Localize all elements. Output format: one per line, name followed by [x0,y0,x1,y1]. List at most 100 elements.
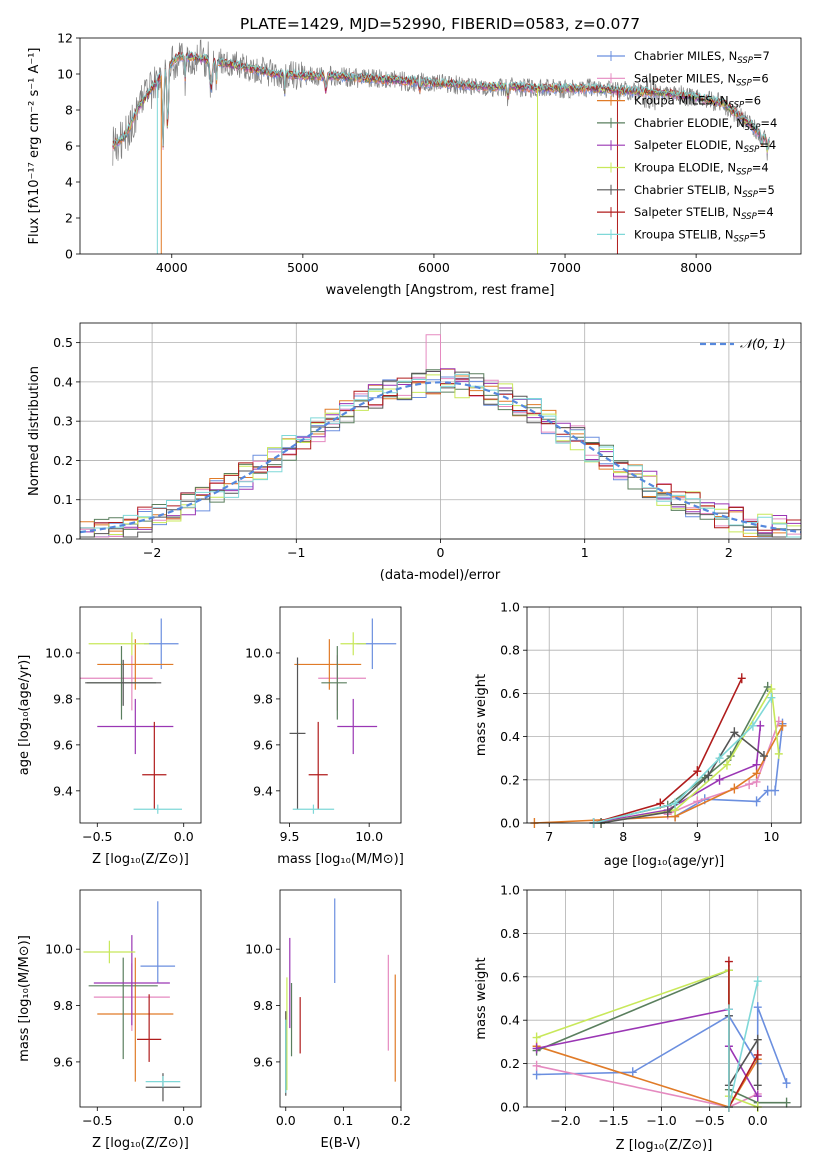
panel-frame [279,606,402,824]
y-tick-label: 9.8 [253,691,273,706]
y-axis-label: age [log₁₀(age/yr)] [17,655,32,776]
kroupa-elodie-marker [722,759,731,770]
y-tick-label: 0.5 [53,335,73,350]
chabrier-elodie-legend-label: Chabrier ELODIE, NSSP=4 [634,116,777,133]
y-tick-label: 0.1 [53,492,73,507]
panel-frame [526,606,802,824]
y-tick-label: 0.0 [53,532,73,547]
y-tick-label: 9.6 [253,1054,273,1069]
spectrum-ylabel: Flux [fλ10⁻¹⁷ erg cm⁻² s⁻¹ A⁻¹] [27,48,42,245]
salpeter-elodie-marker [756,720,765,731]
kroupa-miles-marker [730,783,739,794]
x-tick-label: −0.5 [694,1113,724,1128]
y-tick-label: 0.6 [500,969,520,984]
salpeter-miles-marker [532,1060,541,1071]
salpeter-elodie-marker [532,1043,541,1054]
salpeter-elodie-marker [753,1091,762,1102]
chabrier-stelib-marker [663,807,672,818]
massweight-vs-metallicity-panel: −2.0 −1.5 −1.0 −0.5 0.0 0.0 0.2 0.4 0.6 0.8 1.0 Z [… [474,883,802,1153]
spectrum-xlabel: wavelength [Angstrom, rest frame] [326,283,555,298]
chabrier-miles-line [536,1006,788,1084]
y-tick-label: 0.2 [500,1056,520,1071]
y-tick-label: 0.8 [500,643,520,658]
x-tick-label: 0.2 [391,1113,411,1128]
y-tick-label: 0.3 [53,414,73,429]
salpeter-elodie-line [536,1008,759,1097]
chabrier-stelib-marker [753,1034,762,1045]
kroupa-stelib-marker [724,1004,733,1015]
chabrier-miles-marker [752,796,761,807]
chabrier-miles-marker [753,1002,762,1013]
x-tick-label: 7 [545,829,553,844]
x-tick-label: 9 [693,829,701,844]
x-tick-label: −1 [287,545,305,560]
x-tick-label: 0.0 [174,1113,194,1128]
salpeter-miles-marker [774,716,783,727]
x-axis-label: Z [log₁₀(Z/Z⊙)] [92,852,189,867]
kroupa-stelib-marker [715,753,724,764]
chabrier-miles-marker [763,785,772,796]
y-tick-label: 10.0 [45,645,73,660]
y-tick-label: 10 [57,67,73,82]
kroupa-miles-legend-label: Kroupa MILES, NSSP=6 [634,94,761,111]
kroupa-stelib-histogram [80,373,801,538]
y-tick-label: 10.0 [45,942,73,957]
panel-frame [526,889,802,1108]
salpeter-stelib-marker [753,1049,762,1060]
kroupa-elodie-marker [774,748,783,759]
chabrier-miles-marker [532,1069,541,1080]
x-tick-label: 0.0 [276,1113,296,1128]
kroupa-stelib-marker [671,798,680,809]
x-tick-label: 0.0 [748,1113,768,1128]
salpeter-stelib-marker [737,673,746,684]
residual-legend: 𝒩(0, 1) [700,336,786,351]
y-tick-label: 9.8 [253,998,273,1013]
salpeter-elodie-legend-label: Salpeter ELODIE, NSSP=4 [634,138,776,155]
y-axis-label: mass weight [474,674,489,756]
salpeter-miles-line [536,1065,759,1108]
salpeter-elodie-marker [715,774,724,785]
x-axis-label: mass [log₁₀(M/M⊙)] [277,852,404,867]
x-tick-label: −2.0 [550,1113,580,1128]
y-axis-label: mass weight [474,957,489,1039]
y-tick-label: 9.6 [253,737,273,752]
x-tick-label: 6000 [418,260,450,275]
y-tick-label: 0.4 [53,374,73,389]
chabrier-stelib-line [728,1015,759,1089]
y-tick-label: 4 [65,175,73,190]
chabrier-stelib-marker [704,770,713,781]
y-axis-label: mass [log₁₀(M/M⊙)] [17,935,32,1062]
kroupa-elodie-line [600,686,780,824]
y-tick-label: 9.8 [53,691,73,706]
residual-xlabel: (data-model)/error [380,568,501,583]
panel-frame [279,889,402,1108]
plot-area [285,898,396,1096]
chabrier-miles-marker [782,1078,791,1089]
chabrier-elodie-marker [763,681,772,692]
plot-area [530,673,787,828]
x-axis-label: age [log₁₀(age/yr)] [604,854,725,869]
chabrier-miles-line [674,723,784,818]
x-tick-label: 8000 [680,260,712,275]
y-tick-label: 0.0 [500,1100,520,1115]
chabrier-miles-marker [628,1067,637,1078]
chabrier-stelib-marker [753,1080,762,1091]
kroupa-elodie-legend-label: Kroupa ELODIE, NSSP=4 [634,161,769,178]
age-vs-mass-panel: 9.5 10.0 9.4 9.6 9.8 10.0 mass [log₁₀(M/M⊙)] [245,606,404,867]
spectrum-title: PLATE=1429, MJD=52990, FIBERID=0583, z=0… [240,15,640,33]
x-axis-label: Z [log₁₀(Z/Z⊙)] [616,1138,713,1153]
y-tick-label: 1.0 [500,883,520,898]
y-tick-label: 10.0 [245,645,273,660]
salpeter-stelib-line [593,677,743,824]
kroupa-miles-marker [752,768,761,779]
salpeter-stelib-marker [724,956,733,967]
y-tick-label: 0.8 [500,926,520,941]
y-tick-label: 0.4 [500,1013,520,1028]
salpeter-stelib-model-line [112,51,770,149]
kroupa-elodie-marker [532,1032,541,1043]
kroupa-stelib-model-line [112,51,770,150]
kroupa-miles-marker [778,720,787,731]
kroupa-stelib-marker [748,720,757,731]
y-tick-label: 0.6 [500,686,520,701]
